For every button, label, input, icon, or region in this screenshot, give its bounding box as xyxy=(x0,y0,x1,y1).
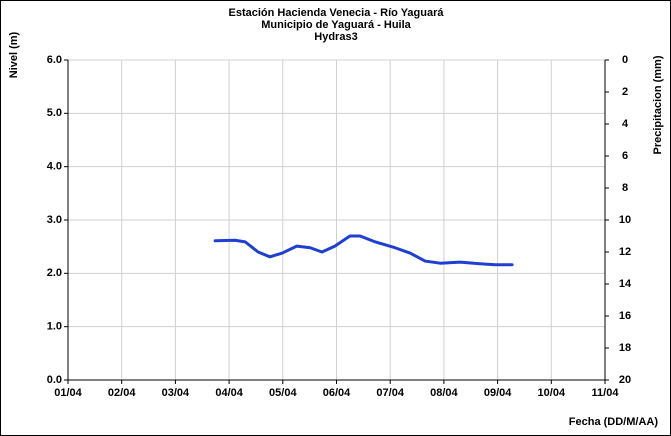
x-tick-label: 02/04 xyxy=(108,387,136,399)
y-tick-label: 0.0 xyxy=(47,374,62,386)
y2-tick-label: 6 xyxy=(622,150,628,162)
y-tick-label: 6.0 xyxy=(47,54,62,66)
x-axis-label: Fecha (DD/M/AA) xyxy=(569,416,659,428)
x-tick-label: 06/04 xyxy=(323,387,351,399)
x-tick-label: 07/04 xyxy=(376,387,404,399)
y-tick-label: 4.0 xyxy=(47,161,62,173)
y2-tick-label: 0 xyxy=(622,54,628,66)
x-tick-label: 05/04 xyxy=(269,387,297,399)
x-tick-label: 03/04 xyxy=(162,387,190,399)
x-tick-label: 04/04 xyxy=(215,387,243,399)
x-tick-label: 08/04 xyxy=(430,387,458,399)
y-tick-label: 1.0 xyxy=(47,321,62,333)
y-tick-label: 2.0 xyxy=(47,267,62,279)
x-tick-label: 09/04 xyxy=(484,387,512,399)
x-tick-label: 11/04 xyxy=(592,387,620,399)
y2-tick-label: 10 xyxy=(619,214,631,226)
line-series xyxy=(213,234,514,267)
y2-tick-label: 12 xyxy=(619,246,631,258)
y2-tick-label: 4 xyxy=(622,118,629,130)
y2-axis-label: Precipitacion (mm) xyxy=(652,55,664,154)
x-tick-label: 10/04 xyxy=(538,387,566,399)
x-tick-label: 01/04 xyxy=(54,387,82,399)
title-line: Municipio de Yaguará - Huila xyxy=(261,19,411,31)
y2-tick-label: 16 xyxy=(619,310,631,322)
title-line: Hydras3 xyxy=(314,31,357,43)
y2-tick-label: 18 xyxy=(619,342,631,354)
y-tick-label: 3.0 xyxy=(47,214,62,226)
y2-tick-label: 8 xyxy=(622,182,628,194)
title-line: Estación Hacienda Venecia - Río Yaguará xyxy=(229,7,445,19)
y-tick-label: 5.0 xyxy=(47,107,62,119)
y2-tick-label: 2 xyxy=(622,86,628,98)
y2-tick-label: 14 xyxy=(619,278,632,290)
y2-tick-label: 20 xyxy=(619,374,631,386)
y-axis-label: Nivel (m) xyxy=(8,31,20,78)
